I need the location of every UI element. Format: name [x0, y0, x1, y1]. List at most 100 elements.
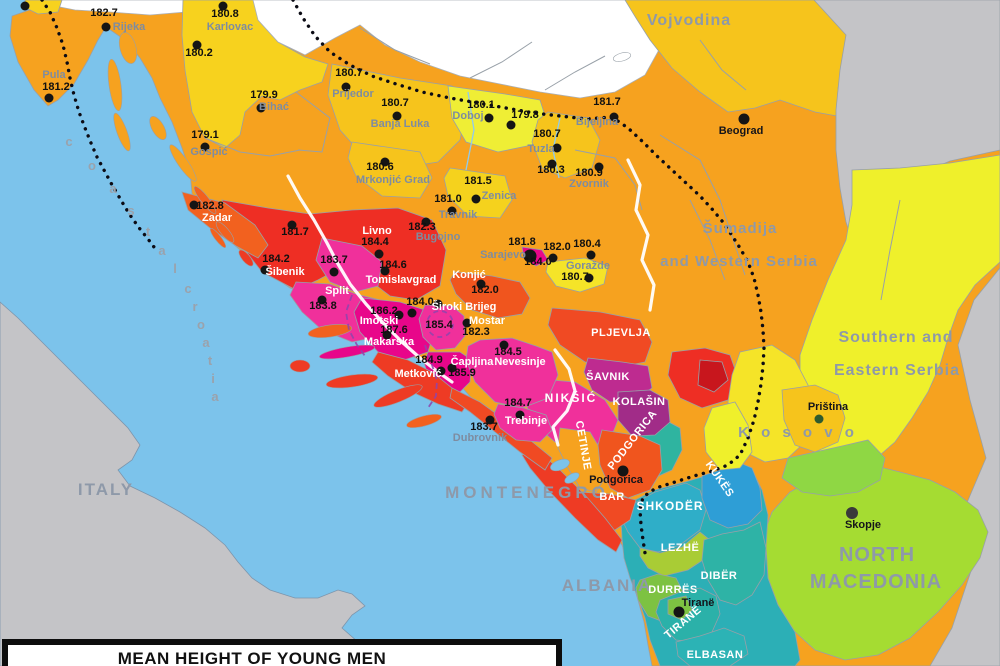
city-name-mostar: Mostar [469, 315, 506, 327]
city-dot-pri-tina [814, 414, 824, 424]
city-dot--apljina [447, 363, 457, 373]
city-name-biha-: Bihać [259, 101, 289, 113]
district-label-kola-in: KOLAŠIN [613, 395, 666, 408]
city-dot-doboj [484, 113, 494, 123]
city-name-makarska: Makarska [364, 336, 415, 348]
city-name-banja-luka: Banja Luka [371, 118, 431, 130]
city-dot-180-3 [547, 159, 557, 169]
area-label-vojvodina: Vojvodina [647, 12, 731, 29]
area-label-and-western-serbia: and Western Serbia [660, 253, 818, 270]
internal-border-8 [204, 137, 301, 157]
area-label-italy: ITALY [78, 480, 134, 499]
island-9 [307, 324, 353, 338]
city-value-makarska: 187.6 [380, 324, 408, 336]
island-12 [289, 359, 311, 373]
coastal-croatia-letter-13: a [211, 389, 219, 404]
city-name-gospi-: Gospić [190, 146, 227, 158]
city-name-zenica: Zenica [482, 190, 518, 202]
dotted-boundary-layer [40, 0, 766, 555]
city-dot-trebinje [515, 410, 525, 420]
region-metkovic-strip [371, 351, 471, 413]
internal-border-4 [544, 55, 606, 91]
coastal-croatia-letter-7: c [184, 281, 191, 296]
city-value-mrkonji-grad: 180.6 [366, 161, 394, 173]
island-7 [238, 249, 254, 267]
city-value-pula: 181.2 [42, 81, 70, 93]
region-elbasan [675, 627, 749, 666]
city-dot-podgorica [617, 465, 629, 477]
white-border-1 [551, 348, 577, 447]
city-value-karlovac: 180.8 [211, 8, 239, 20]
city-dot-tomislavgrad [380, 266, 390, 276]
city-value-tomislavgrad: 184.6 [379, 259, 407, 271]
city-name-skopje: Skopje [845, 519, 881, 531]
area-label-north: NORTH [839, 544, 915, 566]
region-cetinje [557, 427, 607, 493]
city-value-182-0: 182.0 [543, 241, 571, 253]
city-dot-biha- [256, 103, 266, 113]
internal-border-9 [295, 91, 331, 153]
region-trebinje-region [493, 403, 553, 443]
dashed-purple-0 [345, 294, 366, 357]
city-name--iroki-brijeg: Široki Brijeg [432, 300, 497, 313]
district-label--avnik: ŠAVNIK [586, 370, 630, 383]
city-dot-konji- [476, 279, 486, 289]
city-name-rijeka: Rijeka [113, 21, 146, 33]
island-11 [325, 373, 379, 389]
city-name-sarajevo: Sarajevo [480, 249, 526, 261]
city-value-bugojno: 182.3 [408, 221, 436, 233]
city-dot-prijedor [341, 82, 351, 92]
internal-border-7 [880, 199, 901, 301]
city-value-mostar: 182.3 [462, 326, 490, 338]
city-name-doboj: Doboj [452, 110, 483, 122]
city-value-nevesinje: 184.5 [494, 346, 522, 358]
city-name--ibenik: Šibenik [265, 265, 305, 278]
city-name-zvornik: Zvornik [569, 178, 610, 190]
coastal-croatia-letter-2: a [109, 181, 117, 196]
internal-border-2 [359, 27, 431, 65]
district-label-elbasan: ELBASAN [687, 649, 744, 661]
dashed-purple-circle [426, 310, 454, 338]
island-0 [118, 32, 138, 64]
city-name-podgorica: Podgorica [589, 474, 644, 486]
city-value-sarajevo: 181.8 [508, 236, 536, 248]
coastal-croatia-letter-12: i [211, 371, 215, 386]
area-label-k-o-s-o-v-o: K o s o v o [738, 424, 858, 441]
island-6 [215, 221, 235, 243]
city-value-banja-luka: 180.7 [381, 97, 409, 109]
internal-border-6 [689, 199, 726, 281]
city-dot-zenica [471, 194, 481, 204]
island-15 [612, 52, 632, 62]
city-value-179-8: 179.8 [511, 109, 539, 121]
region-zadar-coast [181, 191, 269, 259]
city-dot-tiran- [673, 606, 685, 618]
city-value-180-3: 180.3 [537, 164, 565, 176]
city-value-zadar: 182.8 [196, 200, 224, 212]
internal-border-5 [699, 39, 747, 91]
white-border-0 [286, 174, 454, 384]
coastal-croatia-letter-10: a [202, 335, 210, 350]
city-dot-zvornik [594, 162, 604, 172]
city-name-tiran-: Tiranë [682, 597, 715, 609]
dotted-boundary-0 [40, 0, 156, 249]
city-name--apljina: Čapljina [451, 355, 495, 368]
area-label-montenegro: MONTENEGRO [445, 483, 609, 502]
region-kosovo-south [781, 439, 886, 497]
city-name-livno: Livno [362, 225, 392, 237]
city-name-karlovac: Karlovac [207, 21, 253, 33]
city-dot-pula [44, 93, 54, 103]
city-dot--ibenik [260, 265, 270, 275]
city-name-travnik: Travnik [439, 209, 478, 221]
city-dot-makarska [382, 330, 392, 340]
city-dot-tuzla [552, 143, 562, 153]
city-dot-mostar [462, 318, 472, 328]
city-name-imotski: Imotski [360, 315, 399, 327]
city-dot-181-7 [287, 220, 297, 230]
city-name-trebinje: Trebinje [505, 415, 547, 427]
area-label-albania: ALBANIA [562, 576, 653, 595]
city-name-bijeljina: Bijeljina [576, 116, 619, 128]
island-10 [319, 344, 375, 360]
city-name-prijedor: Prijedor [332, 88, 374, 100]
